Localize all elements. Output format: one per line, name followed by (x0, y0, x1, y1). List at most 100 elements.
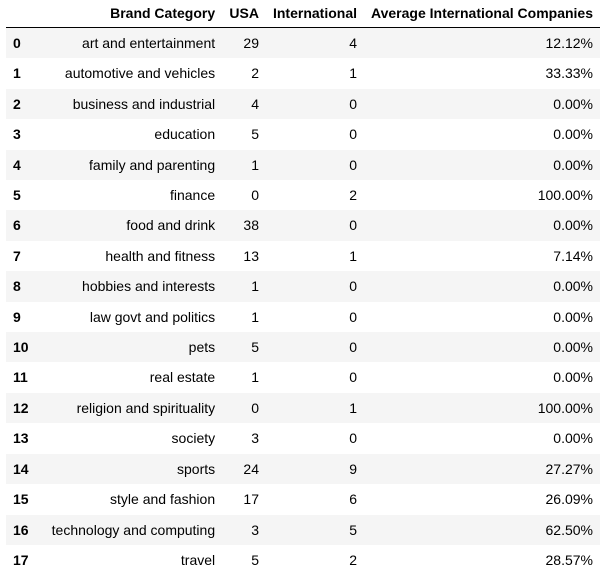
brand-category-cell: technology and computing (51, 521, 216, 538)
brand-category-cell: art and entertainment (82, 35, 216, 51)
dataframe-table: Brand Category USA International Average… (6, 0, 600, 576)
international-cell: 6 (349, 491, 357, 508)
table-row: 9 law govt and politics 1 0 0.00% (6, 301, 600, 333)
row-index: 6 (13, 217, 21, 234)
table-row: 3 education 5 0 0.00% (6, 119, 600, 150)
row-index: 16 (13, 521, 29, 538)
average-international-cell: 0.00% (553, 156, 593, 173)
international-cell: 1 (349, 247, 357, 264)
usa-cell: 5 (251, 551, 259, 568)
row-index: 13 (13, 430, 29, 447)
international-cell: 0 (349, 95, 357, 112)
usa-header: USA (222, 0, 266, 28)
table-row: 14 sports 24 9 27.27% (6, 453, 600, 485)
average-international-cell: 0.00% (553, 217, 593, 234)
table-row: 7 health and fitness 13 1 7.14% (6, 240, 600, 272)
usa-cell: 17 (243, 491, 259, 508)
usa-cell: 3 (251, 521, 259, 538)
usa-cell: 5 (251, 126, 259, 143)
brand-category-header: Brand Category (41, 0, 223, 28)
brand-category-cell: law govt and politics (89, 308, 216, 325)
average-international-cell: 0.00% (553, 369, 593, 386)
usa-cell: 1 (251, 278, 259, 295)
table-row: 11 real estate 1 0 0.00% (6, 362, 600, 393)
international-cell: 2 (349, 187, 357, 204)
brand-category-cell: society (171, 430, 216, 447)
international-cell: 1 (349, 399, 357, 416)
row-index: 14 (13, 460, 29, 477)
international-cell: 0 (349, 156, 357, 173)
usa-cell: 38 (243, 217, 259, 234)
usa-cell: 1 (251, 308, 259, 325)
international-cell: 2 (349, 551, 357, 568)
row-index: 17 (13, 551, 29, 568)
usa-cell: 0 (251, 399, 259, 416)
average-international-cell: 0.00% (553, 278, 593, 295)
table-row: 17 travel 5 2 28.57% (6, 544, 600, 576)
international-cell: 0 (349, 308, 357, 325)
row-index: 15 (13, 491, 29, 508)
brand-category-cell: education (154, 126, 216, 143)
table-body: 0 art and entertainment 29 4 12.12% 1 automoti… (6, 27, 600, 576)
brand-category-cell: health and fitness (105, 247, 216, 264)
usa-cell: 1 (251, 156, 259, 173)
brand-category-cell: automotive and vehicles (64, 65, 216, 82)
usa-cell: 1 (251, 369, 259, 386)
row-index: 10 (13, 339, 29, 356)
row-index: 9 (13, 308, 21, 325)
average-international-cell: 100.00% (537, 187, 593, 204)
usa-cell: 4 (251, 95, 259, 112)
brand-category-cell: business and industrial (72, 95, 216, 112)
average-international-cell: 27.27% (545, 460, 593, 477)
average-international-cell: 0.00% (553, 308, 593, 325)
average-international-cell: 28.57% (545, 551, 593, 568)
average-international-cell: 26.09% (545, 491, 593, 508)
table-row: 5 finance 0 2 100.00% (6, 180, 600, 211)
table-row: 13 society 3 0 0.00% (6, 423, 600, 454)
row-index: 5 (13, 187, 21, 204)
brand-category-cell: family and parenting (89, 156, 216, 173)
table-row: 16 technology and computing 3 5 62.50% (6, 514, 600, 545)
row-index: 11 (13, 369, 28, 386)
usa-cell: 0 (251, 187, 259, 204)
average-international-cell: 12.12% (545, 35, 593, 51)
row-index: 3 (13, 126, 21, 143)
header-row: Brand Category USA International Average… (6, 0, 600, 28)
international-cell: 0 (349, 339, 357, 356)
row-index: 8 (13, 278, 21, 295)
brand-category-cell: pets (188, 339, 216, 356)
average-international-cell: 0.00% (553, 430, 593, 447)
average-international-cell: 62.50% (545, 521, 593, 538)
usa-cell: 2 (251, 65, 259, 82)
usa-cell: 29 (243, 35, 259, 51)
brand-category-cell: hobbies and interests (82, 278, 216, 295)
brand-category-cell: food and drink (126, 217, 216, 234)
brand-category-cell: sports (177, 460, 216, 477)
row-index: 0 (13, 35, 21, 51)
international-header: International (265, 0, 364, 28)
international-cell: 0 (349, 430, 357, 447)
index-header (6, 0, 42, 28)
table-row: 1 automotive and vehicles 2 1 33.33% (6, 58, 600, 89)
international-cell: 0 (349, 126, 357, 143)
average-international-header: Average International Companies (364, 0, 600, 28)
usa-cell: 13 (243, 247, 259, 264)
international-cell: 9 (349, 460, 357, 477)
international-cell: 0 (349, 278, 357, 295)
average-international-cell: 7.14% (553, 247, 593, 264)
table-row: 4 family and parenting 1 0 0.00% (6, 149, 600, 181)
international-cell: 0 (349, 217, 357, 234)
average-international-cell: 0.00% (553, 95, 593, 112)
usa-cell: 24 (243, 460, 259, 477)
row-index: 7 (13, 247, 21, 264)
table-row: 10 pets 5 0 0.00% (6, 332, 600, 363)
average-international-cell: 0.00% (553, 339, 593, 356)
table-row: 0 art and entertainment 29 4 12.12% (6, 27, 600, 59)
table-row: 6 food and drink 38 0 0.00% (6, 210, 600, 241)
row-index: 2 (13, 95, 21, 112)
average-international-cell: 100.00% (537, 399, 593, 416)
table-row: 15 style and fashion 17 6 26.09% (6, 484, 600, 515)
table-header: Brand Category USA International Average… (6, 0, 600, 28)
usa-cell: 3 (251, 430, 259, 447)
average-international-cell: 0.00% (553, 126, 593, 143)
